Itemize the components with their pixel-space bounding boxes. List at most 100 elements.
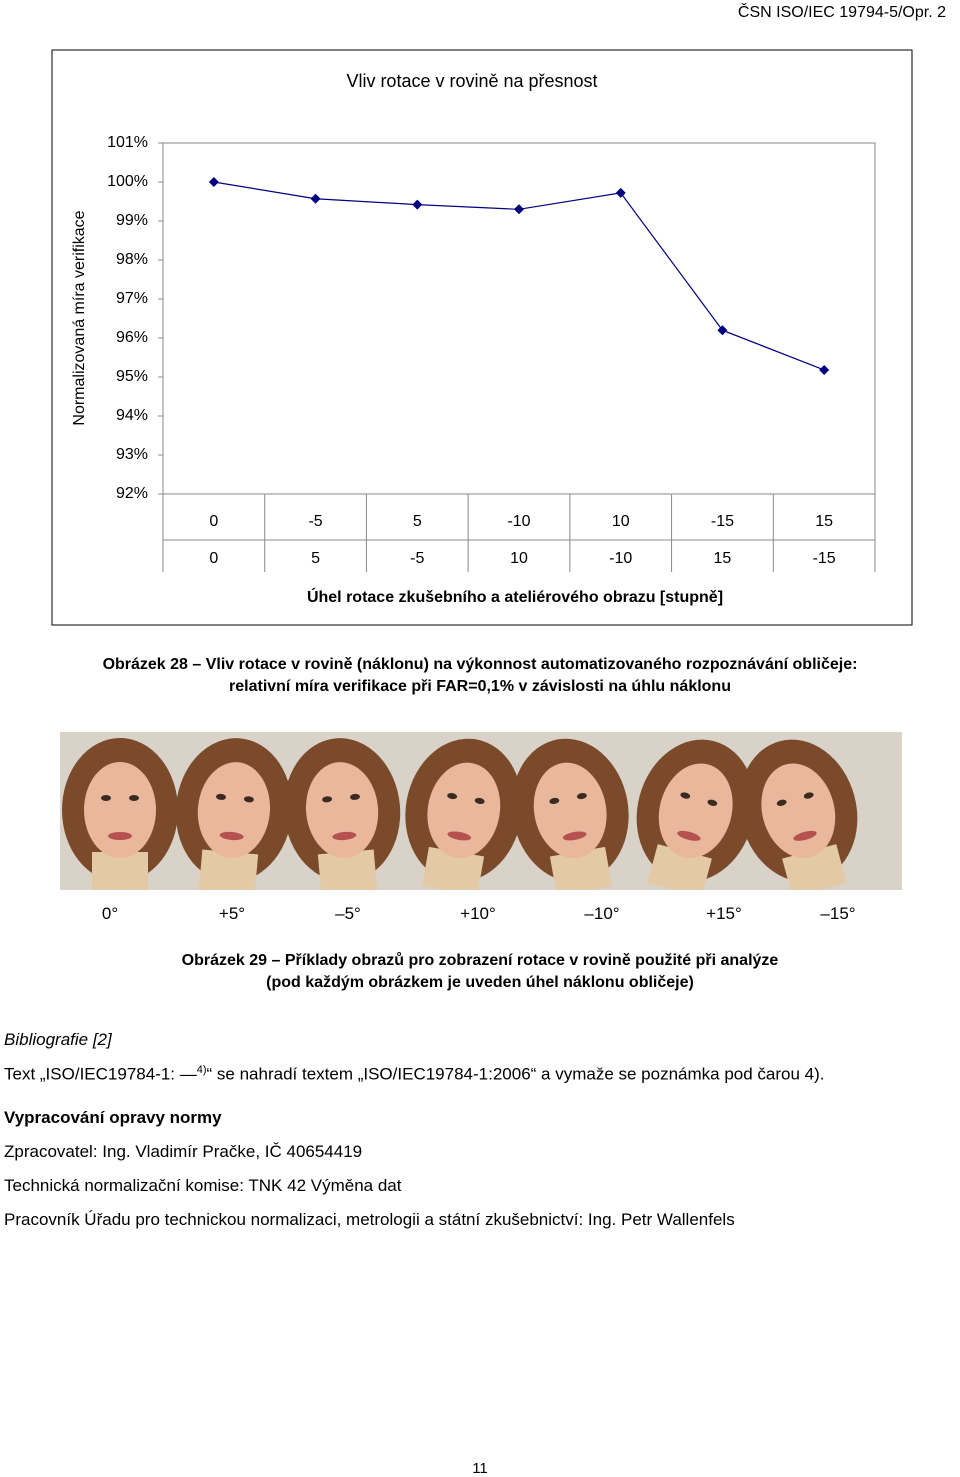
x-tick-label: -15 — [711, 513, 734, 530]
face — [175, 738, 293, 890]
face-skin — [658, 763, 733, 859]
chart-title: Vliv rotace v rovině na přesnost — [346, 71, 597, 91]
face — [739, 739, 858, 890]
bibliography-heading: Bibliografie [2] — [4, 1030, 112, 1049]
y-tick-label: 94% — [116, 407, 148, 424]
data-point — [819, 364, 830, 375]
face-skin — [84, 762, 156, 858]
x-tick-label: 0 — [209, 513, 218, 530]
x-tick-label: -5 — [308, 513, 322, 530]
mouth — [219, 831, 244, 841]
x-axis-label: Úhel rotace zkušebního a ateliérového ob… — [307, 587, 723, 606]
section-title: Vypracování opravy normy — [4, 1108, 222, 1127]
mouth — [108, 832, 132, 840]
caption-line: (pod každým obrázkem je uveden úhel nákl… — [266, 974, 694, 991]
y-tick-label: 100% — [107, 173, 148, 190]
angle-label: 0° — [101, 904, 119, 923]
x-tick-label: -10 — [609, 550, 632, 567]
mouth — [332, 831, 357, 841]
eye — [680, 792, 691, 799]
y-tick-label: 92% — [116, 485, 148, 502]
neck — [317, 849, 378, 890]
mouth — [677, 830, 701, 841]
eye — [776, 799, 787, 806]
eye — [101, 795, 111, 801]
angle-label: –15° — [820, 904, 856, 923]
neck — [549, 846, 612, 890]
eye — [349, 793, 360, 800]
face — [636, 739, 755, 890]
mouth — [562, 831, 587, 841]
caption-line: Obrázek 29 – Příklady obrazů pro zobraze… — [181, 952, 779, 969]
data-point — [412, 199, 423, 210]
neck — [92, 852, 148, 890]
figure-caption: Obrázek 29 – Příklady obrazů pro zobraze… — [0, 950, 960, 994]
y-tick-label: 101% — [107, 134, 148, 151]
data-point — [514, 204, 524, 215]
figure-caption: Obrázek 28 – Vliv rotace v rovině (náklo… — [0, 654, 960, 698]
page-number: 11 — [472, 1460, 488, 1477]
face-skin — [197, 762, 271, 859]
data-point — [615, 187, 626, 198]
caption-line: relativní míra verifikace při FAR=0,1% v… — [229, 678, 731, 695]
text-line: Zpracovatel: Ing. Vladimír Pračke, IČ 40… — [4, 1142, 363, 1161]
face — [511, 738, 629, 890]
data-point — [208, 177, 219, 187]
eye — [549, 797, 560, 805]
angle-label: +5° — [218, 904, 246, 923]
footnote-ref: 4) — [196, 1064, 207, 1076]
angle-label: –5° — [335, 904, 361, 923]
angle-label: –10° — [584, 904, 620, 923]
face-images — [60, 732, 902, 890]
angle-labels: 0° +5° –5° +10° –10° +15° –15° — [0, 904, 960, 928]
caption-line: Obrázek 28 – Vliv rotace v rovině (náklo… — [102, 656, 858, 673]
angle-label: +10° — [460, 904, 496, 923]
x-tick-label: 5 — [311, 550, 320, 567]
neck — [198, 849, 259, 890]
eye — [707, 799, 718, 806]
x-tick-label: 5 — [413, 513, 422, 530]
data-point — [717, 325, 728, 336]
mouth — [793, 830, 817, 841]
face-skin — [761, 763, 836, 859]
eye — [216, 793, 227, 800]
text-line: Technická normalizační komise: TNK 42 Vý… — [4, 1176, 402, 1195]
face — [283, 738, 401, 890]
x-tick-label: -15 — [813, 550, 836, 567]
eye — [322, 796, 333, 803]
y-tick-label: 97% — [116, 290, 148, 307]
page-header: ČSN ISO/IEC 19794-5/Opr. 2 — [737, 4, 946, 21]
eye — [803, 792, 814, 799]
plot-area — [162, 142, 876, 495]
face — [405, 738, 523, 890]
x-tick-label: -10 — [507, 513, 530, 530]
text: “ se nahradí textem „ISO/IEC19784-1:2006… — [206, 1064, 825, 1084]
y-axis-label: Normalizovaná míra verifikace — [71, 210, 88, 425]
x-tick-label: 10 — [510, 550, 528, 567]
face — [62, 738, 178, 890]
neck — [422, 846, 485, 890]
eye — [474, 797, 485, 805]
eye — [576, 793, 587, 800]
y-tick-label: 96% — [116, 329, 148, 346]
x-tick-label: -5 — [410, 550, 424, 567]
face-skin — [533, 762, 607, 859]
eye — [447, 793, 458, 800]
data-point — [310, 193, 321, 204]
y-tick-label: 93% — [116, 446, 148, 463]
face-skin — [427, 762, 501, 859]
x-tick-label: 0 — [209, 550, 218, 567]
face-skin — [305, 762, 379, 859]
y-tick-label: 99% — [116, 212, 148, 229]
angle-label: +15° — [706, 904, 742, 923]
y-tick-label: 95% — [116, 368, 148, 385]
chart-frame — [51, 49, 913, 626]
text: Text „ISO/IEC19784-1: — — [4, 1064, 197, 1084]
eye — [243, 796, 254, 803]
y-tick-label: 98% — [116, 251, 148, 268]
chart: Vliv rotace v rovině na přesnost Normali… — [51, 49, 913, 626]
text-line: Pracovník Úřadu pro technickou normaliza… — [4, 1210, 735, 1229]
mouth — [447, 831, 472, 841]
x-tick-label: 15 — [815, 513, 833, 530]
